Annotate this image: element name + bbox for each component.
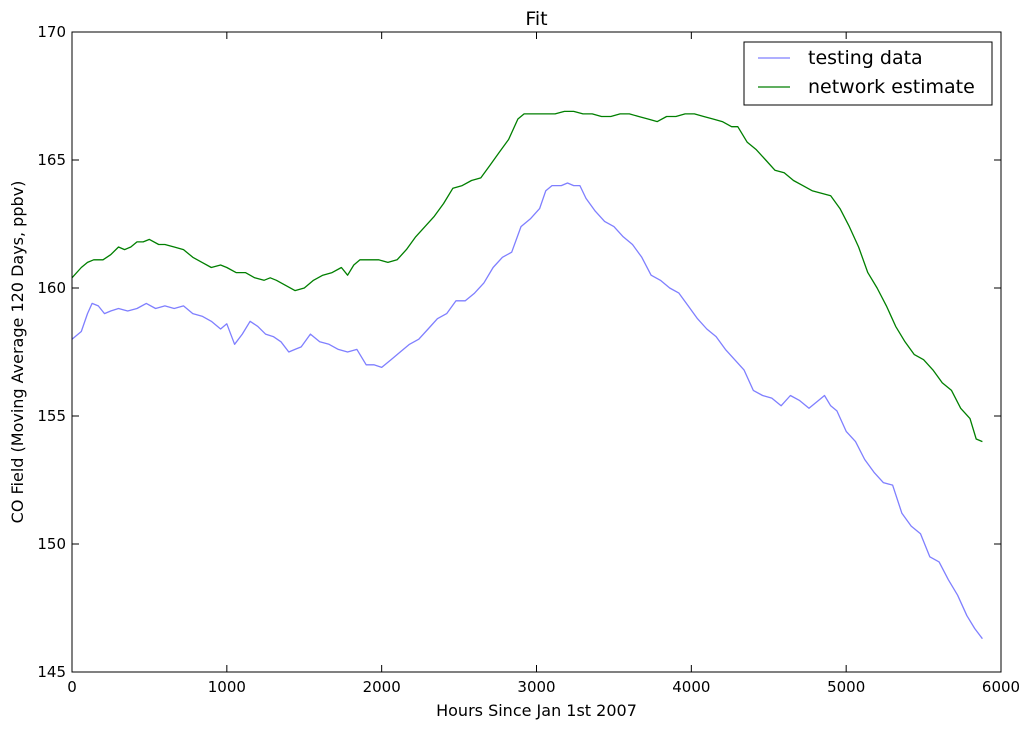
x-tick-label: 0 <box>67 678 77 696</box>
chart-title: Fit <box>525 8 547 30</box>
legend-label-testing-data: testing data <box>808 47 923 69</box>
x-tick-label: 3000 <box>517 678 555 696</box>
x-tick-label: 5000 <box>827 678 865 696</box>
y-tick-label: 155 <box>37 407 66 425</box>
x-tick-label: 2000 <box>363 678 401 696</box>
x-tick-label: 4000 <box>672 678 710 696</box>
legend-label-network-estimate: network estimate <box>808 76 975 98</box>
series-lines <box>71 110 983 640</box>
plot-area <box>72 32 1001 672</box>
series-line-network-estimate <box>71 110 983 443</box>
series-line-testing-data <box>71 182 983 640</box>
y-tick-label: 160 <box>37 279 66 297</box>
legend-box <box>743 41 993 106</box>
y-tick-label: 165 <box>37 151 66 169</box>
x-axis-label: Hours Since Jan 1st 2007 <box>436 701 637 720</box>
y-tick-label: 150 <box>37 535 66 553</box>
legend: testing data network estimate <box>743 41 993 106</box>
axis-ticks: 0 1000 2000 3000 4000 5000 6000 145 150 155 160 165… <box>37 23 1020 696</box>
x-tick-label: 6000 <box>982 678 1020 696</box>
y-axis-label: CO Field (Moving Average 120 Days, ppbv) <box>8 181 27 524</box>
y-tick-label: 145 <box>37 663 66 681</box>
y-tick-label: 170 <box>37 23 66 41</box>
x-tick-label: 1000 <box>208 678 246 696</box>
